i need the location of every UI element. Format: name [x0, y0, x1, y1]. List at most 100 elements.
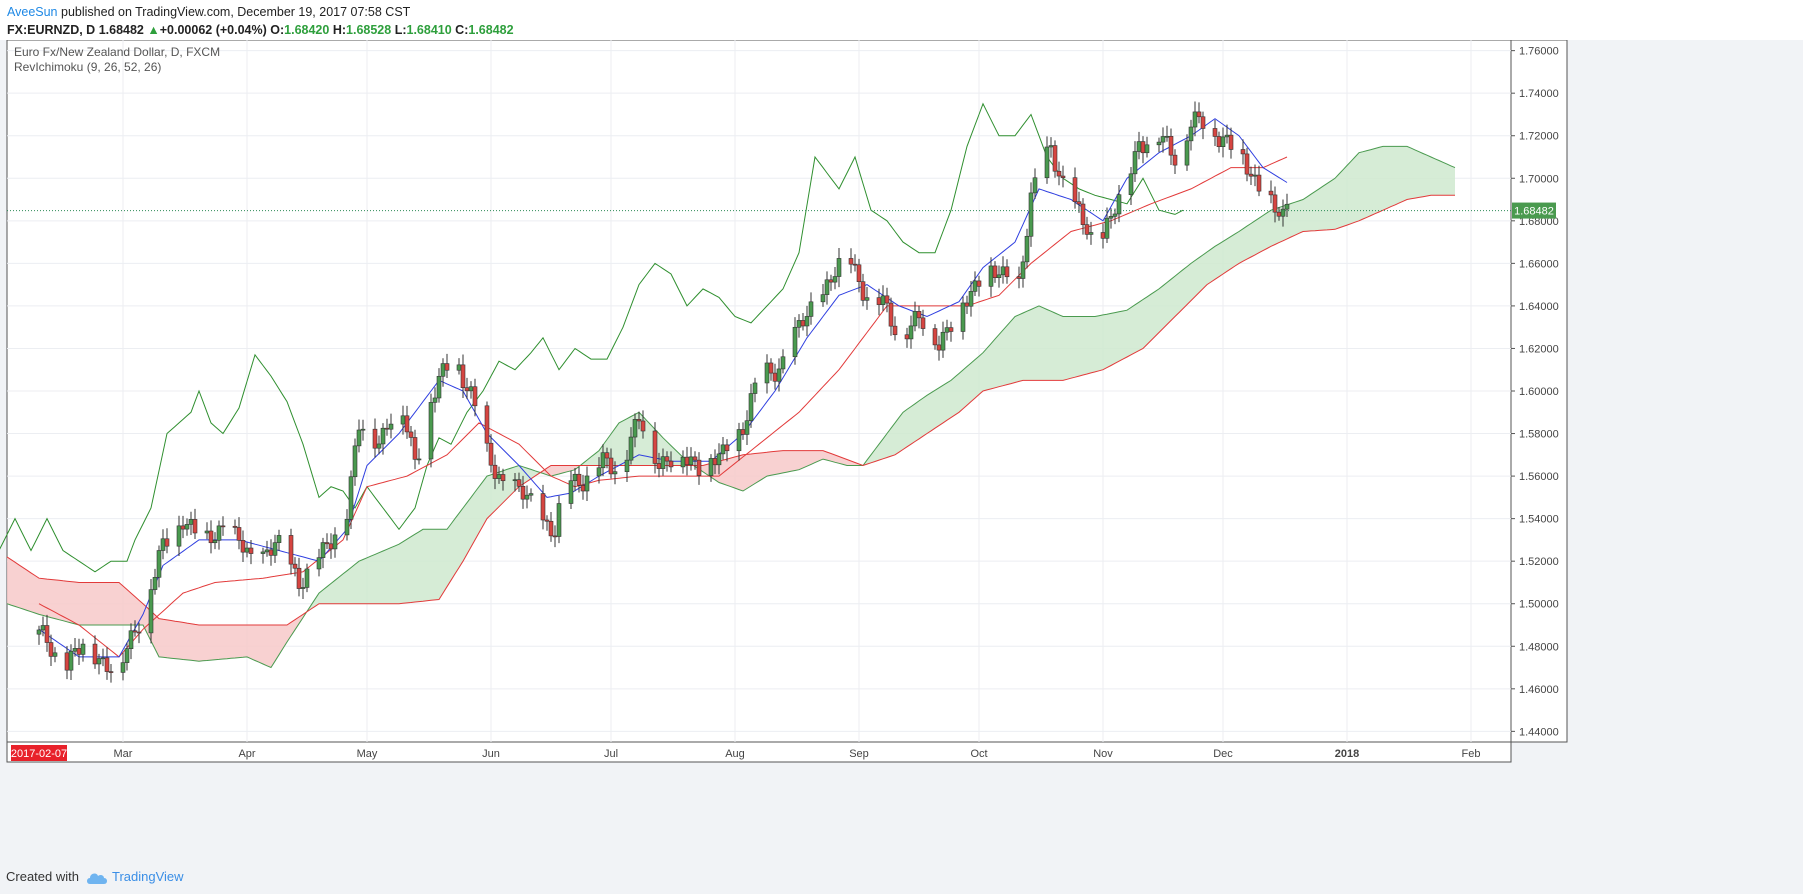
high-value: 1.68528 — [346, 23, 392, 37]
cloud-segment — [1211, 246, 1215, 282]
cloud-segment — [919, 398, 923, 439]
cloud-segment — [1043, 307, 1047, 381]
cloud-segment — [647, 420, 651, 466]
cloud-segment — [71, 581, 75, 624]
cloud-segment — [1395, 146, 1399, 205]
cloud-segment — [315, 593, 319, 607]
candle-body — [296, 567, 302, 589]
author-link[interactable]: AveeSun — [7, 5, 58, 19]
cloud-segment — [219, 625, 223, 660]
cloud-segment — [991, 339, 995, 389]
candle-body — [1220, 136, 1226, 147]
cloud-segment — [87, 582, 91, 625]
candle-body — [132, 630, 138, 633]
candle-body — [492, 464, 498, 479]
cloud-segment — [1171, 276, 1175, 321]
cloud-segment — [1203, 252, 1207, 289]
candle-body — [1272, 194, 1278, 213]
candle-body — [80, 643, 86, 655]
cloud-segment — [1439, 160, 1443, 196]
cloud-segment — [191, 623, 195, 661]
cloud-segment — [399, 541, 403, 604]
cloud-segment — [559, 465, 563, 474]
cloud-segment — [1447, 164, 1451, 196]
cloud-segment — [159, 618, 163, 658]
cloud-segment — [615, 422, 619, 466]
last-price-marker: 1.68482 — [7, 202, 1556, 219]
candle-body — [596, 467, 602, 477]
cloud-segment — [987, 343, 991, 390]
candle-body — [380, 427, 386, 445]
cloud-segment — [175, 621, 179, 660]
cloud-segment — [1239, 228, 1243, 264]
cloud-segment — [759, 452, 763, 482]
publication-header: AveeSun published on TradingView.com, De… — [0, 0, 1803, 40]
x-tick-label: Sep — [849, 748, 869, 760]
cloud-segment — [335, 577, 339, 604]
cloud-segment — [1039, 305, 1043, 381]
cloud-segment — [799, 450, 803, 470]
cloud-segment — [1175, 272, 1179, 317]
candle-body — [472, 386, 478, 407]
cloud-segment — [803, 450, 807, 468]
cloud-segment — [787, 450, 791, 473]
cloud-segment — [1275, 207, 1279, 245]
price-chart[interactable]: 1.76000 1.74000 1.72000 1.70000 1.68000 1.660… — [0, 40, 1803, 862]
candle-body — [852, 263, 858, 266]
cloud-segment — [75, 582, 79, 625]
cloud-segment — [871, 449, 875, 463]
cloud-segment — [1079, 316, 1083, 377]
cloud-segment — [1035, 305, 1039, 381]
cloud-segment — [1427, 155, 1431, 196]
cloud-segment — [359, 559, 363, 604]
cloud-segment — [1131, 304, 1135, 355]
cloud-segment — [447, 523, 451, 587]
candle-body — [780, 356, 786, 370]
cloud-segment — [739, 454, 743, 491]
cloud-segment — [207, 625, 211, 661]
cloud-segment — [271, 625, 275, 668]
candle-body — [248, 547, 254, 554]
tradingview-brand[interactable]: TradingView — [112, 869, 184, 884]
cloud-segment — [1159, 285, 1163, 333]
chart-title: Euro Fx/New Zealand Dollar, D, FXCM — [14, 45, 220, 59]
time-axis[interactable] — [6, 741, 1512, 763]
cloud-segment — [587, 456, 591, 466]
candle-body — [440, 363, 446, 377]
y-tick-label: 1.68000 — [1519, 216, 1559, 228]
candle-body — [1188, 126, 1194, 142]
candle-body — [232, 525, 238, 528]
price-axis[interactable] — [1510, 40, 1568, 743]
cloud-segment — [1315, 188, 1319, 231]
cloud-segment — [903, 409, 907, 450]
cloud-segment — [1431, 157, 1435, 196]
candle-body — [184, 524, 190, 530]
cloud-segment — [1227, 236, 1231, 272]
candle-body — [1156, 141, 1162, 146]
candle-body — [328, 543, 334, 550]
up-arrow-icon: ▲ — [147, 23, 160, 37]
cloud-segment — [771, 451, 775, 476]
cloud-segment — [1127, 307, 1131, 357]
cloud-segment — [1335, 174, 1339, 230]
close-label: C: — [455, 23, 469, 37]
cloud-segment — [823, 450, 827, 461]
cloud-segment — [959, 369, 963, 413]
candle-body — [568, 480, 574, 504]
cloud-segment — [963, 366, 967, 409]
cloud-segment — [367, 556, 371, 604]
cloud-segment — [971, 359, 975, 402]
candle-body — [1128, 173, 1134, 195]
cloud-segment — [339, 573, 343, 604]
cloud-segment — [927, 392, 931, 434]
candle-body — [1164, 136, 1170, 138]
candle-body — [444, 363, 450, 371]
candle-body — [1016, 276, 1022, 279]
cloud-segment — [611, 428, 615, 466]
cloud-segment — [475, 486, 479, 540]
cloud-segment — [131, 593, 135, 625]
candle-body — [208, 530, 214, 544]
candle-body — [524, 494, 530, 500]
cloud-segment — [155, 614, 159, 657]
cloud-segment — [39, 578, 43, 616]
